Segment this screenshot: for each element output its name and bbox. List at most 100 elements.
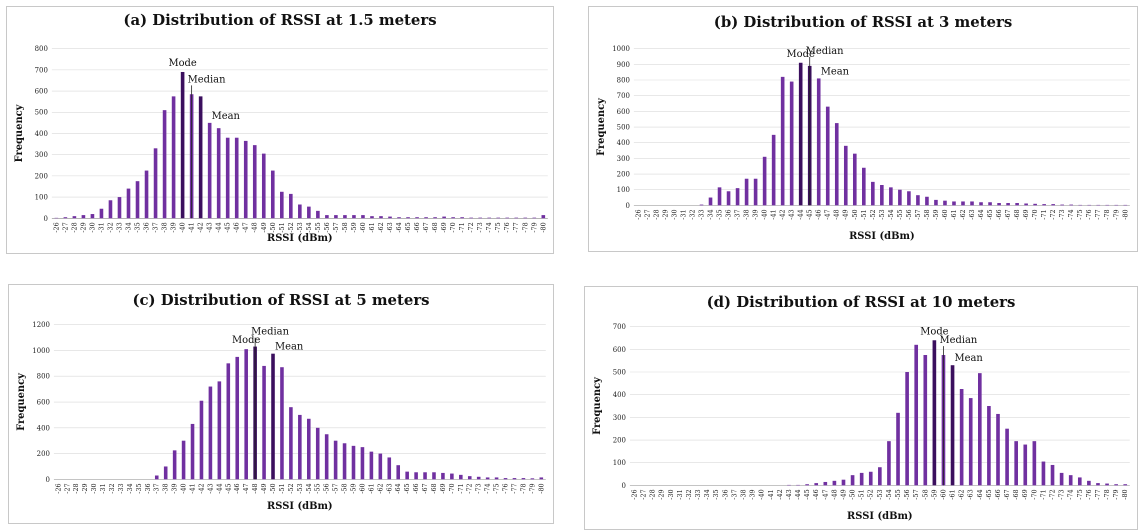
- chart-0-title: (a) Distribution of RSSI at 1.5 meters: [123, 11, 436, 29]
- chart-2-x-tick-label: -50: [269, 483, 277, 493]
- chart-3-y-tick-label: 400: [613, 391, 626, 399]
- chart-0-bar: [415, 217, 419, 219]
- chart-1-bar: [934, 199, 938, 206]
- chart-3-x-tick-label: -61: [949, 489, 957, 499]
- chart-0-x-tick-label: -39: [170, 222, 178, 232]
- chart-0-bar: [379, 216, 383, 219]
- chart-3-bar: [896, 412, 900, 486]
- chart-3-x-tick-label: -45: [803, 489, 811, 499]
- chart-0-bar: [135, 181, 140, 219]
- chart-1-y-tick-label: 300: [617, 155, 630, 163]
- chart-3-x-tick-label: -65: [985, 489, 993, 499]
- chart-1-bar: [1042, 204, 1046, 206]
- chart-3-x-tick-label: -26: [630, 489, 638, 499]
- chart-2-bar: [476, 476, 481, 480]
- chart-2-x-tick-label: -64: [394, 483, 402, 493]
- chart-1-x-tick-label: -26: [634, 209, 642, 219]
- chart-3-x-tick-label: -36: [721, 489, 729, 499]
- chart-0-bar: [171, 96, 176, 219]
- chart-0-bar: [532, 217, 537, 219]
- chart-1-bar: [834, 123, 839, 206]
- chart-2-x-tick-label: -41: [189, 483, 197, 493]
- chart-3-bar: [1105, 483, 1109, 486]
- chart-0-bar: [505, 217, 510, 219]
- chart-1-bar: [979, 202, 983, 206]
- chart-0-bar: [216, 128, 221, 219]
- chart-3-x-axis-title: RSSI (dBm): [847, 511, 913, 522]
- chart-3-x-tick-label: -52: [867, 489, 875, 499]
- chart-2-bar: [154, 475, 159, 480]
- chart-0-x-tick-label: -57: [332, 222, 340, 232]
- chart-1-x-tick-label: -75: [1076, 209, 1084, 219]
- chart-2-bar: [351, 445, 356, 480]
- chart-2-bar: [306, 418, 311, 480]
- chart-1-bar: [726, 191, 731, 206]
- chart-1-bar: [1015, 203, 1019, 206]
- chart-2-bar: [280, 367, 284, 480]
- chart-1-x-tick-label: -38: [743, 209, 751, 219]
- chart-2-bar: [172, 450, 177, 480]
- chart-2-bar: [244, 349, 248, 480]
- chart-3-x-tick-label: -64: [976, 489, 984, 499]
- chart-2-x-tick-label: -45: [224, 483, 232, 493]
- chart-0-y-tick-label: 200: [35, 172, 48, 180]
- chart-3-bar: [968, 398, 973, 486]
- chart-1-x-axis-title: RSSI (dBm): [849, 231, 915, 242]
- chart-1-x-tick-label: -71: [1040, 209, 1048, 219]
- chart-2-bar: [163, 466, 168, 480]
- chart-1-x-tick-label: -39: [752, 209, 760, 219]
- chart-0-y-axis-title: Frequency: [14, 104, 25, 162]
- chart-2-bar: [378, 453, 383, 480]
- chart-3-x-tick-label: -58: [921, 489, 929, 499]
- chart-1-bar: [843, 145, 848, 206]
- chart-0-bar: [514, 217, 519, 219]
- chart-0-x-tick-label: -27: [61, 222, 69, 232]
- chart-0-x-tick-label: -80: [539, 222, 547, 232]
- chart-3-bar: [850, 475, 855, 486]
- chart-1-bar: [898, 189, 902, 206]
- chart-3-x-tick-label: -57: [912, 489, 920, 499]
- chart-3-bar: [978, 373, 982, 486]
- chart-3-x-tick-label: -70: [1030, 489, 1038, 499]
- chart-1-x-tick-label: -62: [959, 209, 967, 219]
- chart-1-bar: [753, 178, 758, 206]
- chart-3-x-tick-label: -48: [830, 489, 838, 499]
- chart-1-bar: [708, 197, 713, 206]
- chart-3-bar: [914, 344, 919, 486]
- chart-1-x-tick-label: -41: [770, 209, 778, 219]
- chart-2-y-tick-label: 0: [46, 476, 50, 484]
- chart-b-svg: (b) Distribution of RSSI at 3 meters 0 100…: [596, 13, 1130, 242]
- chart-0-bar: [523, 217, 528, 219]
- chart-1-x-tick-label: -77: [1094, 209, 1102, 219]
- chart-3-x-tick-label: -80: [1121, 489, 1129, 499]
- chart-0-bar: [280, 191, 284, 219]
- chart-3-bar: [959, 389, 964, 486]
- chart-2-bar: [217, 381, 222, 480]
- chart-3-x-tick-label: -38: [740, 489, 748, 499]
- chart-0-bar: [397, 217, 401, 219]
- chart-2-x-tick-label: -38: [162, 483, 170, 493]
- chart-0-bar: [289, 193, 293, 219]
- chart-1-x-tick-label: -50: [851, 209, 859, 219]
- chart-0-bar: [207, 122, 212, 219]
- chart-panel-d: (d) Distribution of RSSI at 10 meters 0 10…: [584, 286, 1138, 530]
- chart-3-bar: [1032, 441, 1037, 486]
- chart-3-x-tick-label: -67: [1003, 489, 1011, 499]
- chart-2-x-tick-label: -58: [341, 483, 349, 493]
- chart-1-bar: [943, 200, 947, 206]
- chart-3-x-tick-label: -27: [640, 489, 648, 499]
- chart-1-bar: [780, 76, 785, 206]
- chart-1-bar: [699, 204, 704, 206]
- chart-3-bar: [950, 365, 955, 486]
- chart-1-x-tick-label: -61: [950, 209, 958, 219]
- chart-1-x-tick-label: -45: [806, 209, 814, 219]
- chart-0-bar: [433, 217, 437, 219]
- chart-2-y-tick-label: 1200: [32, 321, 50, 329]
- chart-2-bar: [441, 472, 445, 480]
- chart-0-bar: [307, 206, 311, 219]
- chart-0-bar: [487, 217, 492, 219]
- chart-1-bar: [952, 201, 956, 206]
- chart-1-bar: [762, 156, 767, 206]
- chart-2-bar: [190, 423, 195, 480]
- chart-3-bar: [996, 413, 1000, 486]
